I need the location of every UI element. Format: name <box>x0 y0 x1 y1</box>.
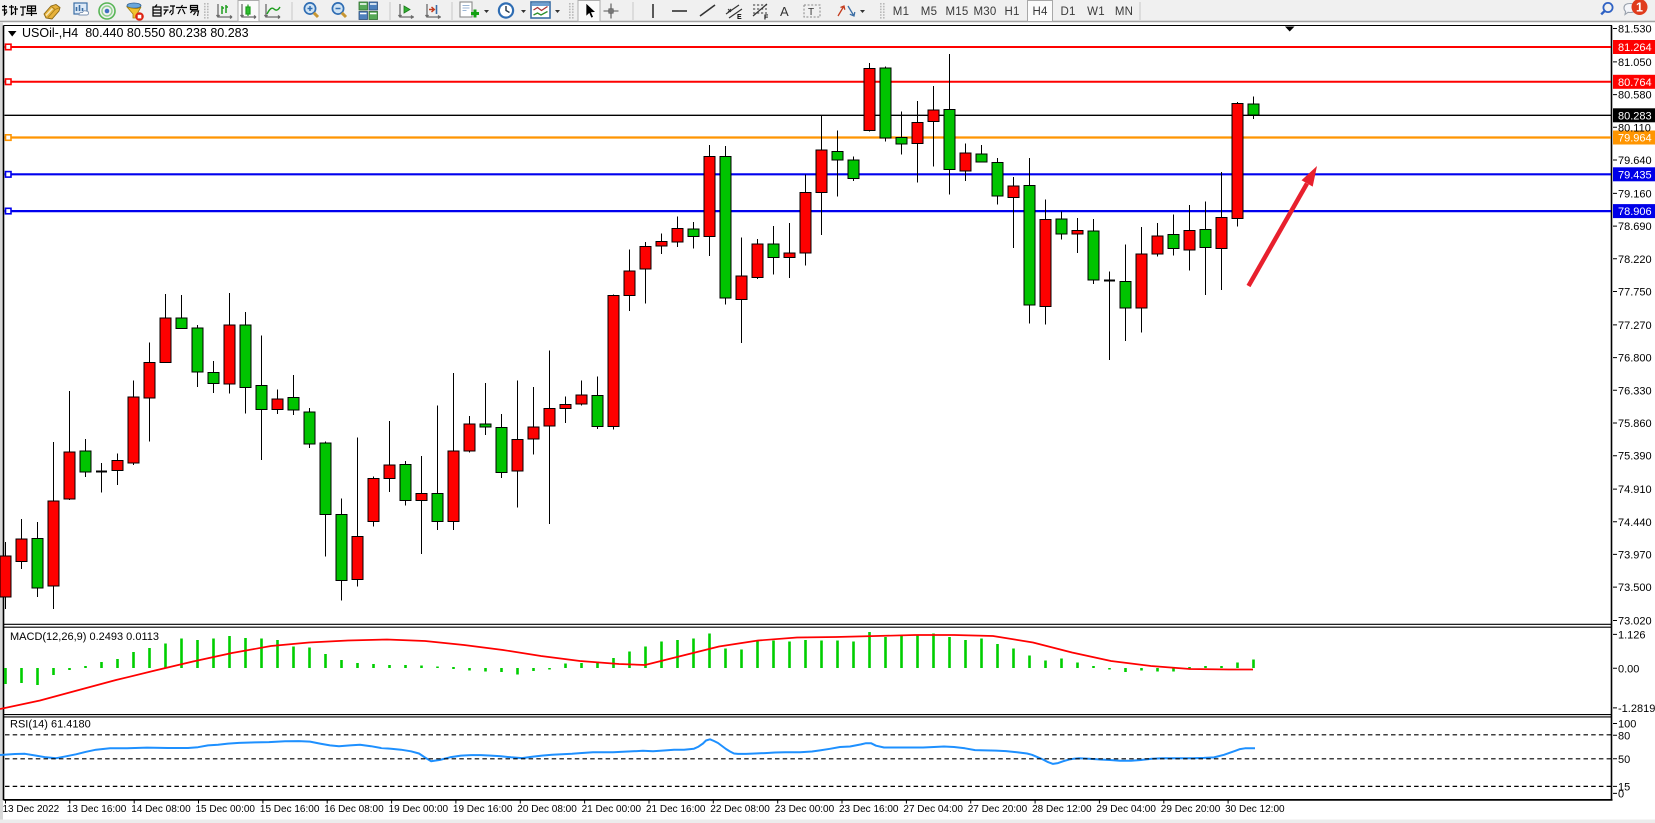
svg-text:H4: H4 <box>1032 6 1048 18</box>
svg-text:27 Dec 20:00: 27 Dec 20:00 <box>968 804 1028 815</box>
svg-text:21 Dec 16:00: 21 Dec 16:00 <box>646 804 706 815</box>
svg-text:M15: M15 <box>946 6 969 18</box>
svg-text:W1: W1 <box>1087 6 1105 18</box>
svg-text:78.690: 78.690 <box>1618 221 1652 233</box>
svg-text:77.750: 77.750 <box>1618 287 1652 299</box>
svg-text:73.020: 73.020 <box>1618 616 1652 628</box>
svg-text:81.530: 81.530 <box>1618 24 1652 36</box>
svg-text:76.800: 76.800 <box>1618 353 1652 365</box>
svg-text:T: T <box>808 7 814 18</box>
svg-text:29 Dec 20:00: 29 Dec 20:00 <box>1161 804 1221 815</box>
svg-text:13 Dec 16:00: 13 Dec 16:00 <box>67 804 127 815</box>
svg-text:-1.2819: -1.2819 <box>1618 703 1655 715</box>
svg-text:D1: D1 <box>1060 6 1075 18</box>
svg-text:RSI(14) 61.4180: RSI(14) 61.4180 <box>10 719 91 731</box>
svg-text:23 Dec 16:00: 23 Dec 16:00 <box>839 804 899 815</box>
svg-text:23 Dec 00:00: 23 Dec 00:00 <box>775 804 835 815</box>
svg-text:29 Dec 04:00: 29 Dec 04:00 <box>1096 804 1156 815</box>
svg-text:79.160: 79.160 <box>1618 188 1652 200</box>
svg-text:15 Dec 16:00: 15 Dec 16:00 <box>260 804 320 815</box>
svg-text:79.964: 79.964 <box>1618 133 1652 145</box>
svg-text:75.390: 75.390 <box>1618 451 1652 463</box>
svg-text:73.970: 73.970 <box>1618 549 1652 561</box>
svg-text:81.264: 81.264 <box>1618 42 1652 54</box>
svg-text:78.906: 78.906 <box>1618 206 1652 218</box>
svg-text:0.00: 0.00 <box>1618 663 1639 675</box>
svg-text:A: A <box>780 4 789 19</box>
svg-text:MACD(12,26,9) 0.2493 0.0113: MACD(12,26,9) 0.2493 0.0113 <box>10 631 159 643</box>
svg-text:74.910: 74.910 <box>1618 484 1652 496</box>
svg-text:E: E <box>737 14 742 21</box>
svg-text:F: F <box>764 15 769 22</box>
svg-text:M30: M30 <box>974 6 997 18</box>
svg-text:21 Dec 00:00: 21 Dec 00:00 <box>582 804 642 815</box>
svg-text:1.126: 1.126 <box>1618 629 1646 641</box>
svg-text:USOil-,H4 80.440 80.550 80.23: USOil-,H4 80.440 80.550 80.238 80.283 <box>22 26 249 40</box>
svg-text:80.283: 80.283 <box>1618 110 1652 122</box>
svg-text:15: 15 <box>1618 781 1630 793</box>
svg-text:78.220: 78.220 <box>1618 254 1652 266</box>
svg-text:13 Dec 2022: 13 Dec 2022 <box>3 804 60 815</box>
svg-text:77.270: 77.270 <box>1618 320 1652 332</box>
svg-text:0: 0 <box>1618 788 1624 800</box>
svg-text:100: 100 <box>1618 719 1636 731</box>
svg-text:15 Dec 00:00: 15 Dec 00:00 <box>196 804 256 815</box>
svg-text:75.860: 75.860 <box>1618 418 1652 430</box>
svg-text:19 Dec 00:00: 19 Dec 00:00 <box>389 804 449 815</box>
svg-text:H1: H1 <box>1004 6 1019 18</box>
svg-text:30 Dec 12:00: 30 Dec 12:00 <box>1225 804 1285 815</box>
svg-text:28 Dec 12:00: 28 Dec 12:00 <box>1032 804 1092 815</box>
svg-text:22 Dec 08:00: 22 Dec 08:00 <box>710 804 770 815</box>
svg-text:79.435: 79.435 <box>1618 169 1652 181</box>
svg-text:MN: MN <box>1115 6 1133 18</box>
svg-text:73.500: 73.500 <box>1618 582 1652 594</box>
svg-text:80: 80 <box>1618 730 1630 742</box>
svg-text:80.580: 80.580 <box>1618 90 1652 102</box>
svg-text:1: 1 <box>1636 0 1643 14</box>
svg-text:16 Dec 08:00: 16 Dec 08:00 <box>324 804 384 815</box>
svg-text:19 Dec 16:00: 19 Dec 16:00 <box>453 804 513 815</box>
svg-text:76.330: 76.330 <box>1618 385 1652 397</box>
svg-text:74.440: 74.440 <box>1618 517 1652 529</box>
svg-text:M5: M5 <box>921 6 937 18</box>
svg-text:20 Dec 08:00: 20 Dec 08:00 <box>517 804 577 815</box>
svg-text:80.110: 80.110 <box>1618 122 1651 134</box>
svg-text:14 Dec 08:00: 14 Dec 08:00 <box>131 804 191 815</box>
svg-text:80.764: 80.764 <box>1618 77 1652 89</box>
svg-text:81.050: 81.050 <box>1618 57 1652 69</box>
svg-text:50: 50 <box>1618 754 1630 766</box>
svg-text:79.640: 79.640 <box>1618 155 1652 167</box>
svg-text:27 Dec 04:00: 27 Dec 04:00 <box>903 804 963 815</box>
svg-text:M1: M1 <box>893 6 909 18</box>
